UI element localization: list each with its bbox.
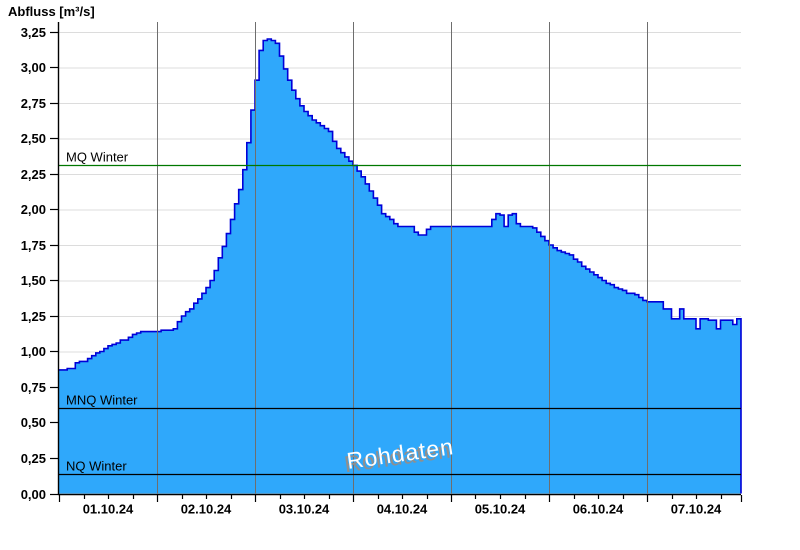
- x-tick-label: 01.10.24: [83, 502, 134, 517]
- y-tick-label: 1,00: [21, 344, 46, 359]
- reference-line-label: MQ Winter: [66, 150, 129, 165]
- y-tick-label: 2,75: [21, 96, 46, 111]
- reference-line-label: NQ Winter: [66, 459, 127, 474]
- y-tick-label: 3,00: [21, 60, 46, 75]
- y-tick-label: 0,75: [21, 380, 46, 395]
- x-tick-label: 07.10.24: [671, 502, 722, 517]
- y-tick-label: 0,25: [21, 451, 46, 466]
- x-tick-label: 04.10.24: [377, 502, 428, 517]
- reference-line-mq-winter: MQ Winter: [59, 150, 741, 167]
- y-tick-label: 0,50: [21, 415, 46, 430]
- x-tick-label: 06.10.24: [573, 502, 624, 517]
- x-axis-ticks: 01.10.24 02.10.24 03.10.24 04.10.24 05.10.24…: [58, 495, 743, 517]
- chart-title: Abfluss [m³/s]: [8, 4, 95, 19]
- y-axis-ticks: 0,00 0,25 0,50 0,75 1,00 1,25 1,50 1,75 2,00 2,25…: [21, 25, 58, 502]
- area-series: [59, 38, 742, 494]
- y-tick-label: 2,25: [21, 167, 46, 182]
- reference-line-label: MNQ Winter: [66, 393, 138, 408]
- y-tick-label: 2,00: [21, 202, 46, 217]
- y-tick-label: 1,50: [21, 273, 46, 288]
- axes: [57, 22, 741, 496]
- day-gridlines: [157, 22, 648, 494]
- reference-line-nq-winter: NQ Winter: [59, 459, 741, 476]
- x-tick-label: 02.10.24: [181, 502, 232, 517]
- y-tick-label: 1,25: [21, 309, 46, 324]
- x-tick-label: 03.10.24: [279, 502, 330, 517]
- x-tick-label: 05.10.24: [475, 502, 526, 517]
- y-tick-label: 0,00: [21, 487, 46, 502]
- reference-line-mnq-winter: MNQ Winter: [59, 393, 741, 410]
- y-tick-label: 1,75: [21, 238, 46, 253]
- y-tick-label: 3,25: [21, 25, 46, 40]
- y-tick-label: 2,50: [21, 131, 46, 146]
